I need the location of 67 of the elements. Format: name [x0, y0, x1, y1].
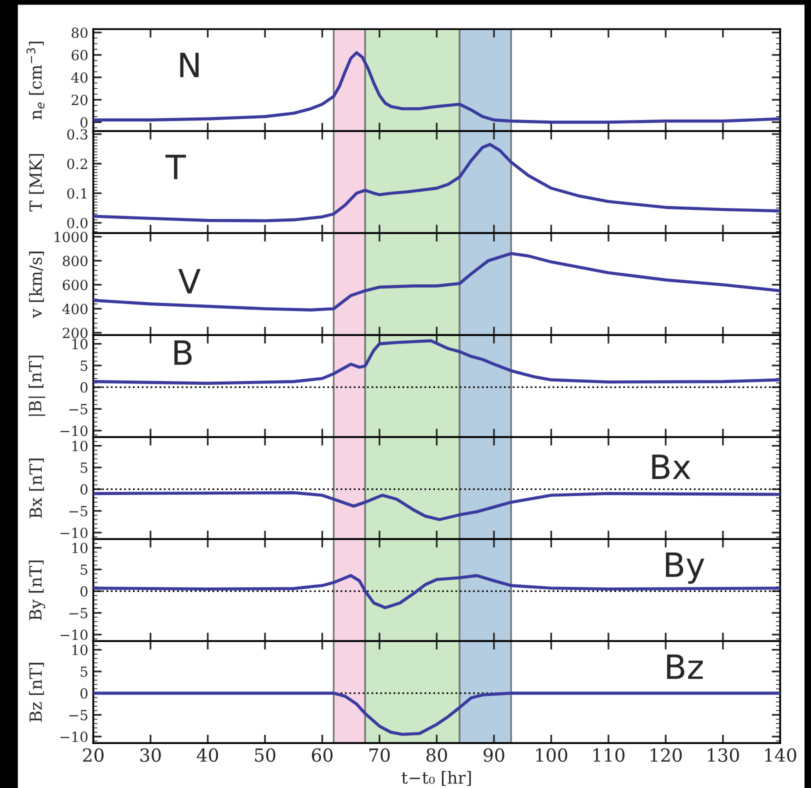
x-tick-label: 90 — [484, 748, 504, 762]
y-tick-label: 200 — [62, 328, 88, 338]
x-axis-title: t−t₀ [hr] — [402, 770, 471, 786]
x-tick-label: 50 — [255, 748, 276, 762]
line-series — [93, 491, 780, 522]
y-tick-label: −5 — [69, 608, 88, 618]
y-tick-label: −10 — [60, 528, 88, 538]
y-tick-label: 0 — [80, 484, 88, 495]
y-tick-label: 80 — [72, 27, 88, 38]
line-series — [93, 339, 780, 385]
series-label: B — [174, 340, 192, 365]
x-tick-label: 120 — [650, 748, 682, 762]
series-label: Bx — [652, 454, 690, 479]
x-tick-label: 130 — [708, 748, 739, 762]
y-tick-label: −5 — [69, 404, 88, 414]
y-tick-label: 20 — [72, 94, 88, 106]
x-tick-label: 140 — [765, 748, 796, 762]
series-label: V — [178, 269, 201, 294]
y-tick-label: 60 — [72, 50, 88, 60]
series-label: Bz — [667, 654, 703, 679]
x-tick-label: 70 — [370, 748, 390, 762]
y-axis-title: v [km/s] — [29, 252, 44, 318]
y-tick-label: −10 — [60, 630, 88, 640]
y-tick-label: 10 — [72, 542, 88, 554]
x-tick-label: 60 — [312, 748, 333, 762]
line-series — [93, 692, 780, 736]
y-tick-label: 40 — [71, 72, 88, 83]
y-tick-label: 0 — [80, 382, 88, 393]
y-tick-label: 10 — [72, 338, 88, 350]
x-tick-label: 100 — [536, 748, 568, 762]
y-tick-label: −10 — [60, 426, 88, 436]
y-tick-label: 5 — [80, 360, 88, 371]
y-axis-title: T [MK] — [29, 154, 44, 212]
y-tick-label: 0.3 — [67, 129, 88, 140]
y-axis-title: By [nT] — [28, 560, 46, 620]
y-axis-title: Bx [nT] — [29, 458, 44, 518]
y-tick-label: 1000 — [54, 232, 88, 242]
y-tick-label: 5 — [80, 462, 88, 473]
x-tick-label: 30 — [140, 748, 161, 762]
series-label: T — [165, 154, 186, 180]
y-tick-label: 0.0 — [67, 218, 88, 228]
y-tick-label: 5 — [80, 666, 88, 677]
series-label: By — [666, 552, 704, 584]
x-tick-label: 80 — [426, 748, 448, 762]
line-series — [93, 142, 780, 222]
series-label: N — [180, 52, 199, 78]
y-tick-label: 10 — [72, 440, 88, 452]
y-tick-label: 0 — [80, 586, 88, 597]
y-tick-label: −5 — [69, 710, 88, 720]
y-axis-title: n$_{e}$ [cm$^{−3}$] — [26, 42, 44, 120]
y-tick-label: 0.1 — [67, 188, 86, 199]
line-series — [93, 51, 780, 124]
x-tick-label: 110 — [593, 748, 624, 762]
y-tick-label: 0 — [80, 117, 88, 128]
y-tick-label: −10 — [60, 732, 88, 742]
y-tick-label: 0 — [80, 688, 88, 699]
y-tick-label: 0.2 — [67, 158, 88, 170]
y-axis-title: |B| [nT] — [28, 356, 46, 416]
y-tick-label: 800 — [62, 256, 88, 266]
y-tick-label: 10 — [72, 644, 88, 656]
line-series — [93, 252, 780, 312]
y-tick-label: −5 — [69, 506, 88, 516]
y-axis-title: Bz [nT] — [29, 662, 44, 722]
y-tick-label: 400 — [62, 304, 88, 314]
y-tick-label: 600 — [62, 280, 88, 290]
x-tick-label: 40 — [196, 748, 218, 762]
y-tick-label: 5 — [80, 564, 88, 575]
